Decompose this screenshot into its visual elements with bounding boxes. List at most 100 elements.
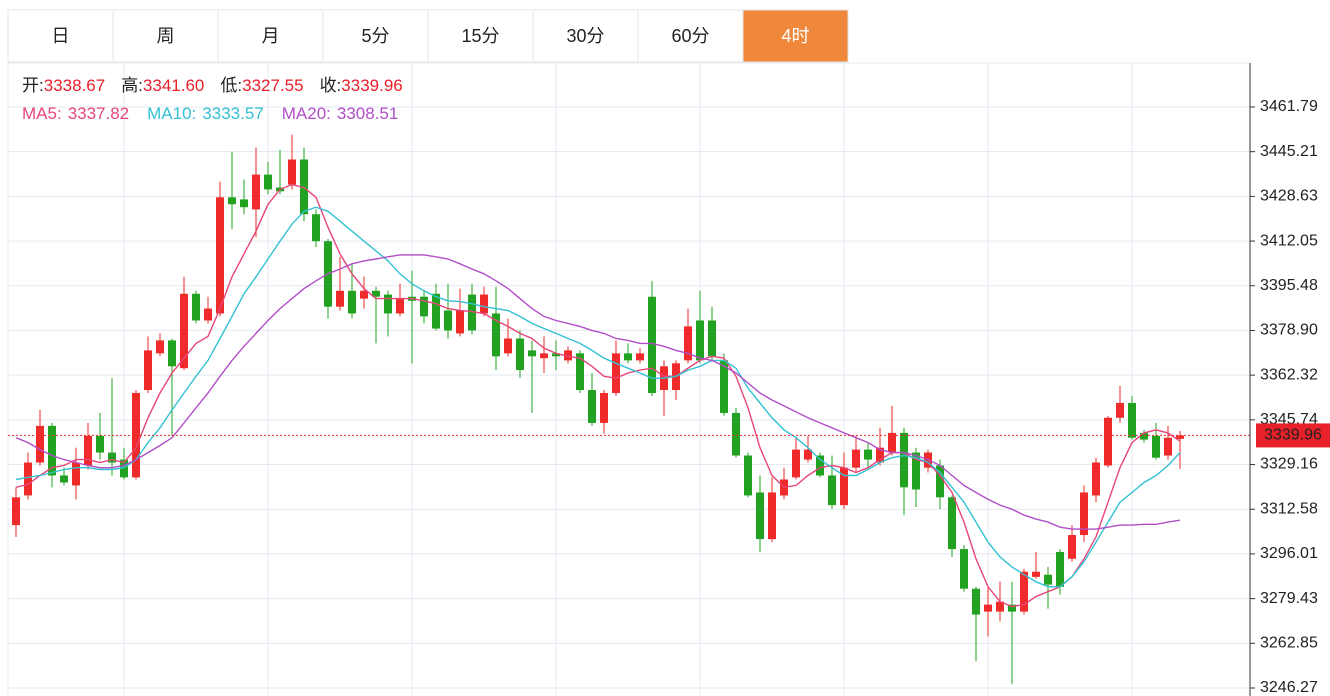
price-marker bbox=[1256, 423, 1330, 448]
candle-body bbox=[948, 497, 956, 550]
candle-body bbox=[972, 588, 980, 615]
quote-label: 开: bbox=[22, 76, 44, 95]
tab-label[interactable]: 15分 bbox=[461, 26, 499, 46]
candle-body bbox=[1128, 402, 1136, 438]
legend-name: MA10: bbox=[147, 104, 196, 123]
candle-body bbox=[900, 432, 908, 488]
candle-body bbox=[1164, 437, 1172, 456]
y-tick-label: 3329.16 bbox=[1260, 456, 1318, 473]
candle-body bbox=[1008, 604, 1016, 612]
candle-body bbox=[732, 412, 740, 456]
tab-label[interactable]: 月 bbox=[262, 26, 280, 46]
y-tick-label: 3296.01 bbox=[1260, 545, 1318, 562]
tab-label[interactable]: 5分 bbox=[361, 26, 389, 46]
candle-body bbox=[624, 353, 632, 361]
candle-body bbox=[1020, 571, 1028, 612]
candle-body bbox=[216, 197, 224, 314]
candle-body bbox=[1152, 435, 1160, 458]
tab-button[interactable] bbox=[112, 9, 219, 63]
candle-body bbox=[240, 199, 248, 208]
candle-body bbox=[480, 294, 488, 314]
candle-body bbox=[108, 452, 116, 463]
candle-body bbox=[936, 465, 944, 498]
candle-body bbox=[708, 320, 716, 357]
candle-body bbox=[516, 338, 524, 371]
price-axis: 3461.79 3445.21 3428.63 3412.05 3395.48 3378.… bbox=[1249, 63, 1330, 696]
legend-name: MA20: bbox=[282, 104, 331, 123]
quote-header: 开:3338.67 高:3341.60 低:3327.55 收:3339.96 MA5:… bbox=[22, 76, 403, 123]
candle-body bbox=[96, 435, 104, 453]
candle-body bbox=[24, 462, 32, 496]
tab-button[interactable] bbox=[427, 9, 534, 63]
tab-button[interactable] bbox=[322, 9, 429, 63]
candle-body bbox=[180, 293, 188, 369]
candle-body bbox=[564, 350, 572, 361]
tab-button[interactable] bbox=[742, 9, 849, 63]
y-tick-label: 3461.79 bbox=[1260, 98, 1318, 115]
tab-label[interactable]: 4时 bbox=[781, 26, 809, 46]
candle-body bbox=[540, 353, 548, 359]
candle-body bbox=[684, 326, 692, 361]
candle-body bbox=[1056, 552, 1064, 587]
tab-button[interactable] bbox=[7, 9, 114, 63]
candle-body bbox=[756, 492, 764, 540]
candle-body bbox=[852, 449, 860, 468]
candle-body bbox=[192, 293, 200, 321]
y-tick-label: 3279.43 bbox=[1260, 590, 1318, 607]
candle-body bbox=[48, 425, 56, 476]
candle-body bbox=[492, 313, 500, 357]
candle-body bbox=[960, 549, 968, 589]
candle-body bbox=[312, 214, 320, 242]
y-tick-label: 3412.05 bbox=[1260, 232, 1318, 249]
tab-button[interactable] bbox=[217, 9, 324, 63]
tab-button[interactable] bbox=[532, 9, 639, 63]
candle-body bbox=[144, 350, 152, 391]
candle-body bbox=[600, 392, 608, 423]
quote-label: 收: bbox=[320, 76, 342, 95]
tab-label[interactable]: 30分 bbox=[566, 26, 604, 46]
candle-body bbox=[864, 449, 872, 460]
candle-body bbox=[120, 459, 128, 478]
candle-body bbox=[912, 452, 920, 490]
candle-body bbox=[12, 497, 20, 526]
tab-label[interactable]: 周 bbox=[157, 26, 175, 46]
candle-body bbox=[828, 475, 836, 506]
candle-body bbox=[84, 435, 92, 466]
candle-body bbox=[1140, 432, 1148, 440]
candle-body bbox=[168, 340, 176, 367]
candle-body bbox=[504, 338, 512, 354]
y-tick-label: 3362.32 bbox=[1260, 366, 1318, 383]
tab-button[interactable] bbox=[637, 9, 744, 63]
candle-body bbox=[648, 296, 656, 393]
tab-label[interactable]: 60分 bbox=[671, 26, 709, 46]
candle-body bbox=[1080, 492, 1088, 536]
candle-body bbox=[588, 390, 596, 423]
candle-body bbox=[36, 425, 44, 463]
candle-body bbox=[612, 353, 620, 393]
candle-body bbox=[804, 449, 812, 460]
price-marker-label: 3339.96 bbox=[1264, 427, 1322, 444]
candle-body bbox=[288, 159, 296, 185]
candle-body bbox=[204, 308, 212, 321]
candle-body bbox=[576, 353, 584, 391]
candle-body bbox=[1032, 571, 1040, 577]
candle-body bbox=[156, 340, 164, 354]
candle-body bbox=[60, 475, 68, 483]
candle-body bbox=[420, 296, 428, 317]
candle-body bbox=[468, 294, 476, 331]
ma-line bbox=[15, 254, 1181, 530]
candle-body bbox=[444, 310, 452, 331]
quote-value: 3339.96 bbox=[341, 76, 402, 95]
legend-value: 3333.57 bbox=[202, 104, 263, 123]
candle-body bbox=[744, 455, 752, 496]
candle-body bbox=[372, 290, 380, 297]
y-tick-label: 3445.21 bbox=[1260, 143, 1318, 160]
candle-body bbox=[432, 293, 440, 329]
tab-label[interactable]: 日 bbox=[52, 26, 70, 46]
plot bbox=[8, 134, 1250, 685]
candle-body bbox=[888, 432, 896, 453]
candle-body bbox=[720, 360, 728, 413]
candle-body bbox=[360, 290, 368, 299]
candle-body bbox=[396, 298, 404, 314]
